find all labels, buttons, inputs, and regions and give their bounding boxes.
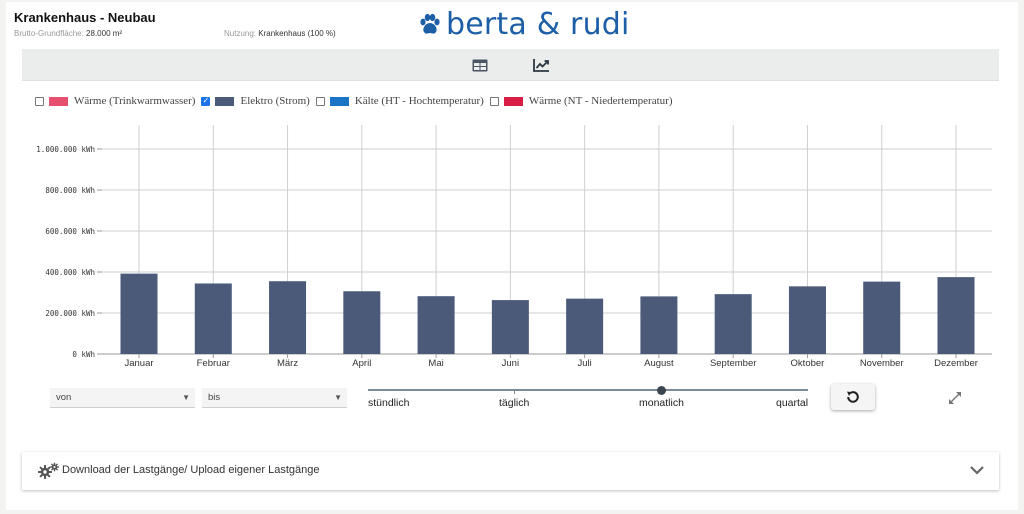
view-toolbar [22,49,999,81]
x-tick-label: März [277,358,298,369]
x-tick-label: November [860,358,904,369]
dropdown-arrow-icon: ▼ [182,393,190,402]
reset-icon [847,391,859,403]
chart-view-button[interactable] [532,56,550,74]
bar [863,281,901,354]
y-tick-label: 800.000 kWh [45,186,95,195]
gross-floor-area-value: 28.000 m² [86,29,123,38]
main-card [6,2,1018,510]
x-tick-label: September [710,358,756,369]
reset-button[interactable] [831,384,875,410]
gears-icon [38,462,59,479]
checkbox[interactable] [489,96,499,106]
bar [566,298,604,354]
resolution-option-quarterly[interactable]: quartal [776,397,809,409]
bar [788,286,826,354]
x-tick-label: Juli [578,358,592,369]
expand-button[interactable] [946,389,964,407]
dropdown-arrow-icon: ▼ [334,393,342,402]
date-to-select[interactable]: bis ▼ [202,388,347,408]
logo-text: berta & rudi [446,7,630,42]
bar [640,296,678,354]
resolution-option-monthly[interactable]: monatlich [639,397,684,409]
x-tick-label: Oktober [791,358,825,369]
expand-icon [949,392,961,404]
download-upload-label: Download der Lastgänge/ Upload eigener L… [62,464,320,476]
line-chart-icon [532,59,549,72]
bar [343,291,381,354]
usage-value: Krankenhaus (100 %) [258,29,336,38]
slider-tick [514,391,515,394]
table-icon [472,59,488,71]
x-tick-label: August [644,358,674,369]
legend-item-waerme-nt[interactable]: Wärme (NT - Niedertemperatur) [489,95,673,107]
bar [937,277,975,354]
bar-chart: 0 kWh 200.000 kWh 400.000 kWh 600.000 kWh 80… [36,125,992,369]
y-tick-label: 600.000 kWh [45,227,95,236]
checkbox-checked[interactable]: ✓ [201,96,211,106]
y-tick-label: 0 kWh [72,350,95,359]
y-tick-label: 200.000 kWh [45,309,95,318]
y-tick-label: 400.000 kWh [45,268,95,277]
usage-label: Nutzung: [224,29,257,38]
bar [120,273,158,354]
slider-thumb[interactable] [657,386,666,395]
gross-floor-area-label: Brutto-Grundfläche: [14,29,84,38]
checkbox[interactable] [35,96,44,106]
legend-swatch [329,96,349,106]
resolution-option-hourly[interactable]: stündlich [368,397,410,409]
x-tick-label: Dezember [934,358,978,369]
legend-label: Wärme (NT - Niedertemperatur) [528,95,673,107]
date-from-placeholder: von [56,392,72,403]
bar [417,296,455,354]
bar [269,281,307,354]
project-title: Krankenhaus - Neubau [14,10,156,25]
resolution-slider[interactable]: stündlich täglich monatlich quartal [368,386,809,412]
legend-swatch [503,96,523,106]
legend-swatch [215,96,235,106]
legend-swatch [49,96,68,106]
x-tick-label: Juni [502,358,519,369]
resolution-option-daily[interactable]: täglich [499,397,530,409]
date-to-placeholder: bis [208,392,221,403]
chart-legend: Wärme (Trinkwarmwasser) ✓ Elektro (Strom… [35,94,678,108]
usage: Nutzung: Krankenhaus (100 %) [224,29,336,38]
bar [714,294,752,354]
legend-label: Kälte (HT - Hochtemperatur) [354,95,484,107]
bar [491,300,529,354]
gross-floor-area: Brutto-Grundfläche: 28.000 m² [14,29,122,38]
legend-item-kaelte[interactable]: Kälte (HT - Hochtemperatur) [315,95,484,107]
download-upload-panel[interactable]: Download der Lastgänge/ Upload eigener L… [22,452,999,490]
slider-track[interactable] [368,389,808,391]
x-tick-label: April [352,358,371,369]
paw-icon [420,13,440,34]
bar [194,283,232,354]
legend-item-waerme-trinkwarmwasser[interactable]: Wärme (Trinkwarmwasser) [35,95,195,107]
x-tick-label: Mai [428,358,443,369]
y-tick-label: 1.000.000 kWh [36,145,95,154]
legend-item-elektro[interactable]: ✓ Elektro (Strom) [201,95,310,107]
legend-label: Elektro (Strom) [240,95,310,107]
date-from-select[interactable]: von ▼ [50,388,195,408]
legend-label: Wärme (Trinkwarmwasser) [74,95,196,107]
chevron-down-icon [970,466,984,475]
checkbox[interactable] [315,96,325,106]
x-tick-label: Januar [124,358,153,369]
logo: berta & rudi [418,6,630,44]
x-tick-label: Februar [197,358,230,369]
table-view-button[interactable] [471,56,489,74]
